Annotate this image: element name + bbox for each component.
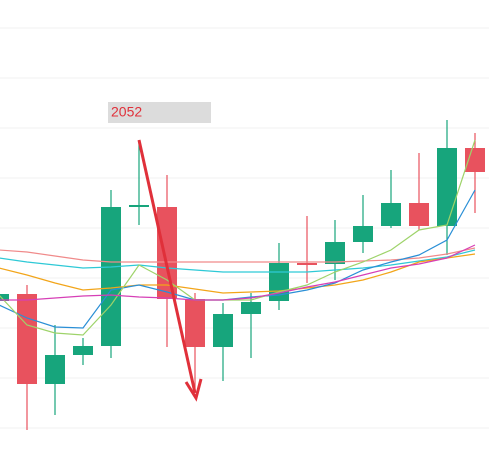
- price-label-box: [108, 102, 211, 123]
- moving-average: [0, 189, 476, 329]
- moving-average: [0, 139, 476, 336]
- moving-average: [0, 247, 476, 263]
- candle-body: [0, 294, 9, 301]
- candle-body: [381, 203, 401, 226]
- candle-body: [73, 346, 93, 355]
- candle-body: [353, 226, 373, 242]
- candle-body: [185, 299, 205, 347]
- candle-body: [17, 294, 37, 384]
- moving-average: [0, 253, 476, 294]
- candle-body: [213, 314, 233, 347]
- candle-body: [101, 207, 121, 346]
- moving-average: [0, 244, 476, 301]
- candle-body: [297, 263, 317, 265]
- arrow-shaft: [137, 139, 197, 394]
- candle-body: [157, 207, 177, 299]
- candle-body: [325, 242, 345, 264]
- candle-body: [437, 148, 457, 226]
- candle-body: [241, 302, 261, 314]
- candle-body: [45, 355, 65, 384]
- moving-average: [0, 249, 476, 273]
- candle-body: [129, 205, 149, 207]
- price-label: 2052: [111, 104, 142, 120]
- candle-body: [409, 203, 429, 226]
- arrow-head: [184, 378, 203, 402]
